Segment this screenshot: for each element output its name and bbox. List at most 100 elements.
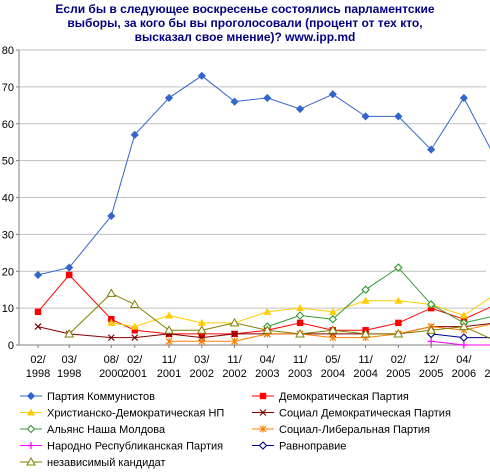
data-point <box>26 456 36 466</box>
y-tick-label: 70 <box>2 82 14 94</box>
data-point <box>129 299 140 308</box>
y-tick-label: 60 <box>2 119 14 131</box>
data-point <box>296 304 305 312</box>
legend-item: Социал-Либеральная Партия <box>252 424 430 436</box>
data-point <box>131 334 139 342</box>
data-point <box>165 311 174 319</box>
legend-item: Социал Демократическая Партия <box>252 408 451 420</box>
data-point <box>296 319 304 327</box>
data-point <box>459 333 469 342</box>
data-point <box>394 296 403 304</box>
x-tick-label-period: 03/ <box>194 354 210 366</box>
x-tick-label-period: 02/ <box>127 354 143 366</box>
data-point <box>426 300 436 309</box>
data-point <box>327 325 338 334</box>
series <box>426 329 490 342</box>
legend-label: независимый кандидат <box>47 457 166 469</box>
y-tick-label: 20 <box>2 266 14 278</box>
series-lines <box>33 71 490 349</box>
data-point <box>295 328 305 338</box>
data-point <box>459 311 468 319</box>
data-point <box>296 104 305 114</box>
data-point <box>196 325 207 334</box>
data-point <box>427 337 435 345</box>
data-point <box>395 319 402 327</box>
data-point <box>295 311 305 320</box>
legend-label: Народно Республиканская Партия <box>47 441 223 453</box>
chart-title-line-3: высказал свое мнение)? www.ipp.md <box>134 30 356 44</box>
y-tick-label: 0 <box>8 340 14 352</box>
data-point <box>27 408 35 416</box>
data-point <box>198 330 205 338</box>
chart-title-line-1: Если бы в следующее воскресенье состояли… <box>55 2 435 16</box>
x-tick-label-period: 02/ <box>391 354 407 366</box>
data-point <box>259 392 267 400</box>
series-line <box>37 274 490 335</box>
x-tick-label-period: 11/ <box>293 354 308 366</box>
data-point <box>258 441 268 450</box>
data-point <box>65 263 74 272</box>
x-tick-label-period: 12/ <box>423 354 439 366</box>
data-point <box>197 318 206 326</box>
y-tick-label: 40 <box>2 193 14 205</box>
data-point <box>262 325 273 334</box>
data-point <box>34 323 42 330</box>
data-point <box>231 337 238 345</box>
x-tick-label-year: 1998 <box>26 368 50 380</box>
x-tick-label-period: 03/ <box>62 354 78 366</box>
data-point <box>394 112 403 121</box>
series <box>33 71 490 280</box>
legend-label: Партия Коммунистов <box>47 391 155 403</box>
legend-item: Партия Коммунистов <box>20 391 155 403</box>
x-tick-label-period: 05/ <box>325 354 341 366</box>
chart-title: Если бы в следующее воскресенье состояли… <box>0 2 490 44</box>
data-point <box>26 424 36 434</box>
data-point <box>231 330 238 338</box>
data-point <box>164 93 174 103</box>
data-point <box>107 318 116 326</box>
data-point <box>230 97 239 106</box>
legend-label: Альянс Наша Молдова <box>47 424 166 436</box>
data-point <box>263 307 272 315</box>
series <box>427 337 490 349</box>
x-tick-label-period: 02/ <box>30 354 46 366</box>
series-line <box>37 75 490 276</box>
x-tick-label-year: 2004 <box>321 368 345 380</box>
x-tick-label-year: 2001 <box>122 368 146 380</box>
legend-item: независимый кандидат <box>20 456 166 469</box>
x-tick-label-period: 11/ <box>162 354 177 366</box>
x-tick-label-period: 08/ <box>104 354 120 366</box>
legend-item: Народно Республиканская Партия <box>20 441 223 453</box>
series <box>34 323 490 342</box>
data-point <box>329 334 337 342</box>
data-point <box>130 130 139 139</box>
legend-label: Равноправие <box>279 441 346 453</box>
x-tick-label-year: 2004 <box>353 368 377 380</box>
x-tick-label-year: 2000 <box>99 368 123 380</box>
data-point <box>328 307 337 315</box>
x-tick-label-year: 1998 <box>57 368 81 380</box>
data-point <box>459 321 469 331</box>
gridlines <box>19 49 486 309</box>
y-tick-label: 50 <box>2 156 14 168</box>
data-point <box>361 112 370 121</box>
data-point <box>328 90 337 99</box>
legend-item: Альянс Наша Молдова <box>20 424 166 436</box>
y-tick-label: 10 <box>2 303 14 315</box>
legend-label: Социал-Либеральная Партия <box>279 424 430 436</box>
x-tick-label-year: 2002 <box>190 368 214 380</box>
data-point <box>33 270 43 280</box>
data-point <box>107 211 116 221</box>
data-point <box>393 328 404 338</box>
data-point <box>165 337 173 345</box>
data-point <box>360 328 371 338</box>
y-tick-label: 30 <box>2 229 14 241</box>
x-tick-label-year: 2005 <box>386 368 410 380</box>
x-tick-label-year: 2002 <box>222 368 246 380</box>
legend-label: Христианско-Демократическая НП <box>47 408 224 420</box>
data-point <box>394 263 403 272</box>
legend-label: Социал Демократическая Партия <box>279 408 451 420</box>
x-tick-label-year: 2006 <box>452 368 476 380</box>
series <box>64 288 490 339</box>
data-point <box>328 314 338 324</box>
